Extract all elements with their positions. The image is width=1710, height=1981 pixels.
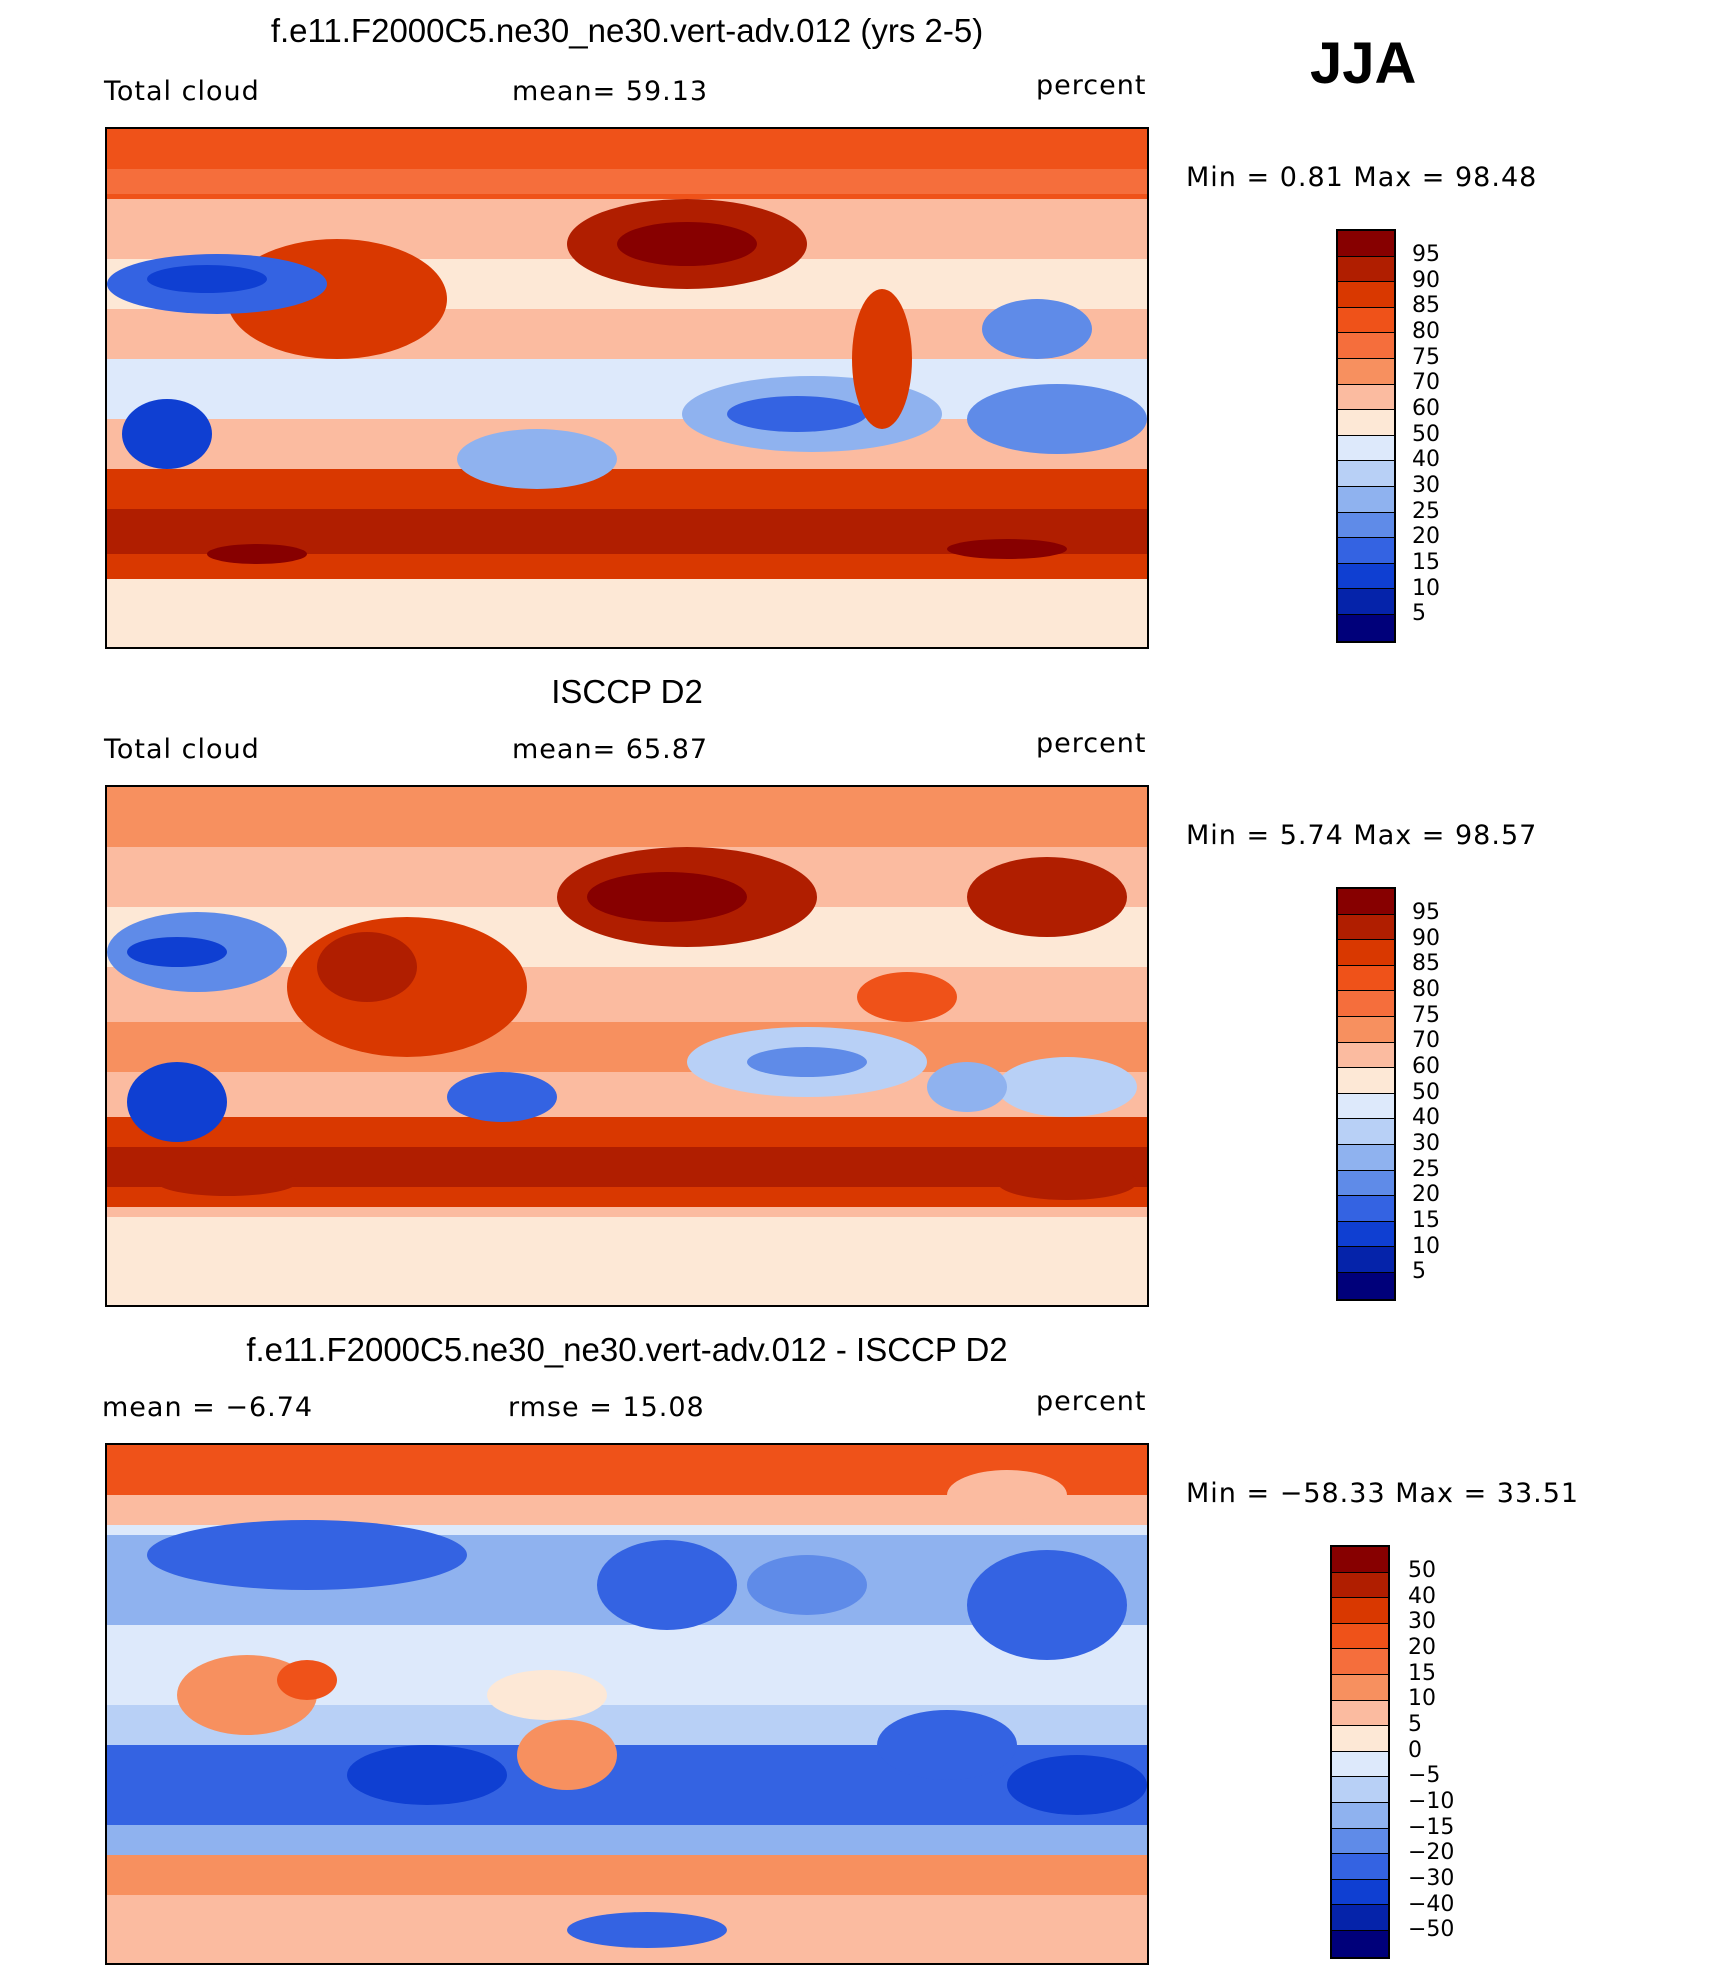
colorbar-tick: −30: [1408, 1866, 1455, 1891]
colorbar-tick: 40: [1408, 1584, 1436, 1609]
colorbar-tick: 15: [1412, 550, 1440, 575]
panel-2-min-max: Min = 5.74 Max = 98.57: [1186, 820, 1538, 851]
colorbar-tick: 85: [1412, 293, 1440, 318]
panel-1-mean-label: mean= 59.13: [512, 76, 709, 107]
colorbar-tick: 5: [1412, 1259, 1426, 1284]
colorbar-tick: 70: [1412, 370, 1440, 395]
panel-3-title: f.e11.F2000C5.ne30_ne30.vert-adv.012 - I…: [246, 1331, 1008, 1368]
colorbar-tick: 10: [1412, 576, 1440, 601]
colorbar-tick: 80: [1412, 977, 1440, 1002]
colorbar-tick: 95: [1412, 242, 1440, 267]
panel-2-units-label: percent: [1036, 728, 1147, 759]
panel-2-variable-label: Total cloud: [104, 734, 260, 765]
colorbar-tick: 80: [1412, 319, 1440, 344]
panel-1-map-field: [107, 129, 1147, 647]
panel-2-title: ISCCP D2: [551, 673, 703, 710]
panel-3-map-field: [107, 1445, 1147, 1963]
panel-1-units-label: percent: [1036, 70, 1147, 101]
colorbar-tick: 10: [1408, 1686, 1436, 1711]
colorbar-tick: −5: [1408, 1763, 1441, 1788]
colorbar-tick: 50: [1408, 1558, 1436, 1583]
colorbar-tick: 30: [1408, 1609, 1436, 1634]
colorbar-tick: 20: [1408, 1635, 1436, 1660]
colorbar-tick: 30: [1412, 1131, 1440, 1156]
colorbar-tick: 75: [1412, 345, 1440, 370]
colorbar-tick: 90: [1412, 926, 1440, 951]
panel-3-mean-label: mean = −6.74: [102, 1392, 314, 1423]
panel-1-variable-label: Total cloud: [104, 76, 260, 107]
colorbar-tick: −40: [1408, 1892, 1455, 1917]
colorbar-tick: 30: [1412, 473, 1440, 498]
colorbar-tick: −10: [1408, 1789, 1455, 1814]
colorbar-tick: 40: [1412, 447, 1440, 472]
panel-1-colorbar: [1336, 229, 1396, 643]
colorbar-tick: 60: [1412, 1054, 1440, 1079]
colorbar-tick: 5: [1412, 601, 1426, 626]
panel-3-map: [105, 1443, 1149, 1965]
colorbar-tick: 10: [1412, 1234, 1440, 1259]
colorbar-tick: 90: [1412, 268, 1440, 293]
colorbar-tick: 15: [1412, 1208, 1440, 1233]
colorbar-tick: 60: [1412, 396, 1440, 421]
colorbar-tick: 25: [1412, 1157, 1440, 1182]
colorbar-tick: −15: [1408, 1815, 1455, 1840]
colorbar-tick: 40: [1412, 1105, 1440, 1130]
colorbar-tick: 25: [1412, 499, 1440, 524]
panel-2-mean-label: mean= 65.87: [512, 734, 709, 765]
colorbar-tick: 50: [1412, 1080, 1440, 1105]
colorbar-tick: 95: [1412, 900, 1440, 925]
colorbar-tick: 0: [1408, 1738, 1422, 1763]
colorbar-tick: 85: [1412, 951, 1440, 976]
colorbar-tick: 20: [1412, 1182, 1440, 1207]
panel-1-title: f.e11.F2000C5.ne30_ne30.vert-adv.012 (yr…: [270, 12, 984, 49]
colorbar-tick: 70: [1412, 1028, 1440, 1053]
colorbar-tick: 50: [1412, 422, 1440, 447]
panel-3-min-max: Min = −58.33 Max = 33.51: [1186, 1478, 1580, 1509]
panel-1-map: [105, 127, 1149, 649]
panel-3-colorbar: [1330, 1545, 1390, 1959]
colorbar-tick: 20: [1412, 524, 1440, 549]
season-label: JJA: [1310, 31, 1417, 96]
colorbar-tick: 75: [1412, 1003, 1440, 1028]
colorbar-tick: −50: [1408, 1917, 1455, 1942]
panel-2-colorbar: [1336, 887, 1396, 1301]
panel-1-min-max: Min = 0.81 Max = 98.48: [1186, 162, 1538, 193]
panel-2-map-field: [107, 787, 1147, 1305]
panel-2-map: [105, 785, 1149, 1307]
colorbar-tick: −20: [1408, 1840, 1455, 1865]
panel-3-rmse-label: rmse = 15.08: [508, 1392, 705, 1423]
colorbar-tick: 15: [1408, 1661, 1436, 1686]
panel-3-units-label: percent: [1036, 1386, 1147, 1417]
colorbar-tick: 5: [1408, 1712, 1422, 1737]
